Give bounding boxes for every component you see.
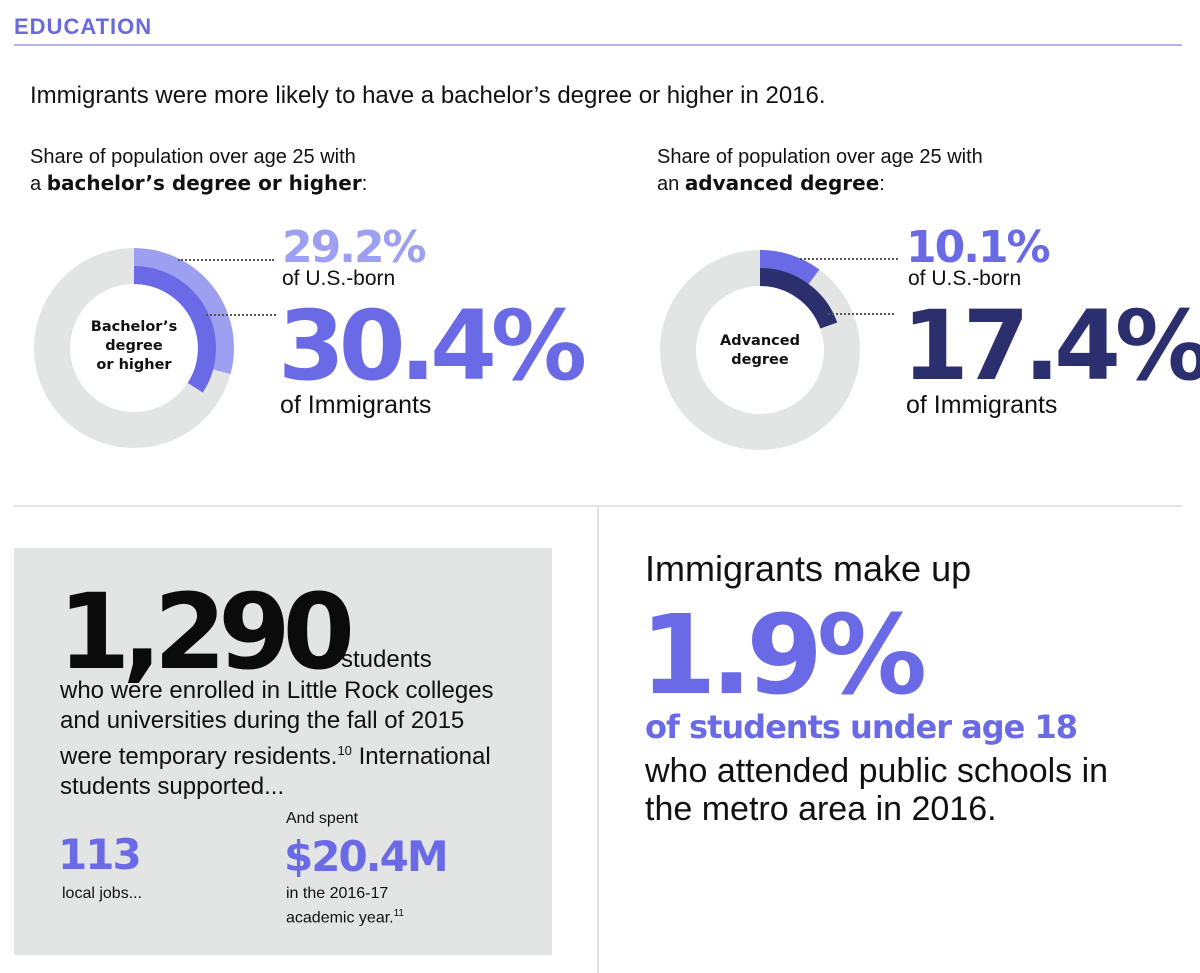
bachelors-usborn-caption: of U.S.-born	[282, 267, 396, 290]
bachelors-subtitle: Share of population over age 25 with a b…	[30, 144, 367, 197]
public-schools-description: who attended public schools in the metro…	[645, 752, 1185, 828]
bachelors-usborn-value: 29.2%	[282, 222, 427, 273]
advanced-subtitle-article: an	[657, 173, 680, 195]
advanced-subtitle-bold: advanced degree	[684, 171, 880, 195]
local-jobs-caption: local jobs...	[62, 885, 143, 902]
bachelors-subtitle-line1: Share of population over age 25 with	[30, 146, 356, 168]
public-schools-line1: who attended public schools in	[645, 752, 1109, 790]
spent-caption-line1: in the 2016-17	[286, 885, 389, 902]
section-title: EDUCATION	[14, 14, 153, 39]
bachelors-subtitle-article: a	[30, 173, 42, 195]
advanced-immigrant-leader-line	[828, 313, 894, 315]
spent-caption: in the 2016-17 academic year.11	[286, 884, 404, 928]
advanced-donut-chart: Advanced degree	[660, 250, 860, 450]
bachelors-subtitle-line2: a bachelor’s degree or higher:	[30, 170, 367, 197]
bachelors-immigrant-caption: of Immigrants	[280, 391, 432, 419]
spent-caption-line2-text: academic year.	[286, 909, 394, 927]
advanced-usborn-value: 10.1%	[906, 222, 1051, 273]
public-schools-line2: the metro area in 2016.	[645, 790, 997, 828]
bachelors-center-line2: degree	[105, 338, 163, 354]
bachelors-immigrant-value: 30.4%	[278, 290, 587, 402]
spent-value: $20.4M	[284, 832, 449, 881]
advanced-donut-svg	[660, 250, 860, 450]
bachelors-subtitle-bold: bachelor’s degree or higher	[46, 171, 362, 195]
advanced-immigrant-caption: of Immigrants	[906, 391, 1058, 419]
students-line3: were temporary residents.10 Internationa…	[60, 736, 530, 772]
bachelors-center-label: Bachelor’s degree or higher	[74, 318, 194, 375]
students-line4: students supported...	[60, 773, 285, 800]
footnote-11: 11	[393, 908, 404, 919]
students-description: who were enrolled in Little Rock college…	[60, 676, 530, 802]
advanced-subtitle-suffix: :	[879, 173, 885, 195]
footnote-10: 10	[337, 743, 352, 758]
advanced-center-line1: Advanced	[720, 333, 800, 349]
advanced-subtitle: Share of population over age 25 with an …	[657, 144, 983, 197]
advanced-usborn-caption: of U.S.-born	[908, 267, 1022, 290]
section-divider	[14, 44, 1182, 46]
vertical-divider	[597, 506, 599, 973]
bachelors-center-line1: Bachelor’s	[90, 319, 178, 335]
advanced-immigrant-arc	[678, 268, 842, 432]
local-jobs-value: 113	[58, 830, 142, 879]
advanced-center-line2: degree	[731, 352, 789, 368]
temporary-residents-box	[14, 548, 552, 955]
public-schools-intro: Immigrants make up	[645, 548, 972, 589]
advanced-subtitle-line1: Share of population over age 25 with	[657, 146, 983, 168]
spent-caption-line2: academic year.11	[286, 904, 404, 928]
students-count: 1,290	[58, 571, 355, 693]
bachelors-immigrant-leader-line	[206, 314, 276, 316]
spent-intro: And spent	[286, 810, 359, 827]
advanced-immigrant-value: 17.4%	[902, 290, 1200, 402]
students-line2: and universities during the fall of 2015	[60, 707, 465, 734]
students-line3-b: International	[351, 743, 491, 770]
advanced-center-label: Advanced degree	[700, 332, 820, 370]
advanced-subtitle-line2: an advanced degree:	[657, 170, 983, 197]
bachelors-center-line3: or higher	[96, 357, 172, 373]
students-word: students	[341, 646, 432, 673]
bachelors-usborn-leader-line	[178, 259, 274, 261]
public-schools-value: 1.9%	[640, 591, 927, 719]
headline: Immigrants were more likely to have a ba…	[30, 82, 826, 109]
bachelors-donut-chart: Bachelor’s degree or higher	[34, 248, 234, 448]
public-schools-emphasis: of students under age 18	[645, 708, 1078, 746]
bachelors-donut-svg	[34, 248, 234, 448]
students-line1: who were enrolled in Little Rock college…	[60, 677, 494, 704]
bachelors-subtitle-suffix: :	[361, 173, 368, 195]
students-line3-a: were temporary residents.	[60, 743, 338, 770]
advanced-usborn-leader-line	[800, 258, 898, 260]
bachelors-immigrant-arc	[52, 266, 216, 430]
